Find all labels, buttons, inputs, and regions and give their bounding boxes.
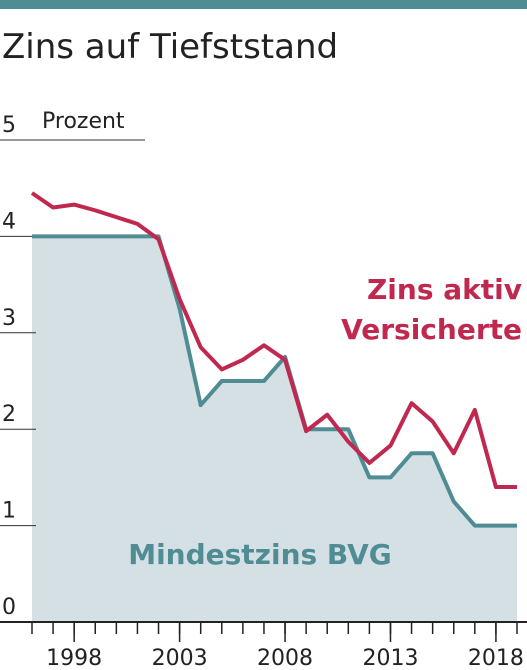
x-tick-label: 2003 (152, 646, 208, 670)
y-axis-label: Prozent (42, 109, 125, 134)
y-tick-label: 4 (2, 209, 16, 234)
y-tick-label: 2 (2, 402, 16, 427)
x-tick-label: 2018 (468, 646, 524, 670)
chart-title: Zins auf Tiefststand (2, 27, 338, 67)
x-tick-label: 2008 (257, 646, 313, 670)
series-label: Mindestzins BVG (128, 538, 392, 571)
x-tick-label: 2013 (362, 646, 418, 670)
x-tick-label: 1998 (46, 646, 102, 670)
area (32, 236, 517, 622)
top-bar (0, 0, 527, 9)
y-tick-label: 3 (2, 306, 16, 331)
series-label: Zins aktiv Versicherte (341, 273, 522, 346)
y-tick-label: 5 (2, 113, 16, 138)
line (32, 234, 517, 528)
line (30, 191, 517, 490)
y-tick-label: 1 (2, 499, 16, 524)
y-tick-label: 0 (2, 595, 16, 620)
